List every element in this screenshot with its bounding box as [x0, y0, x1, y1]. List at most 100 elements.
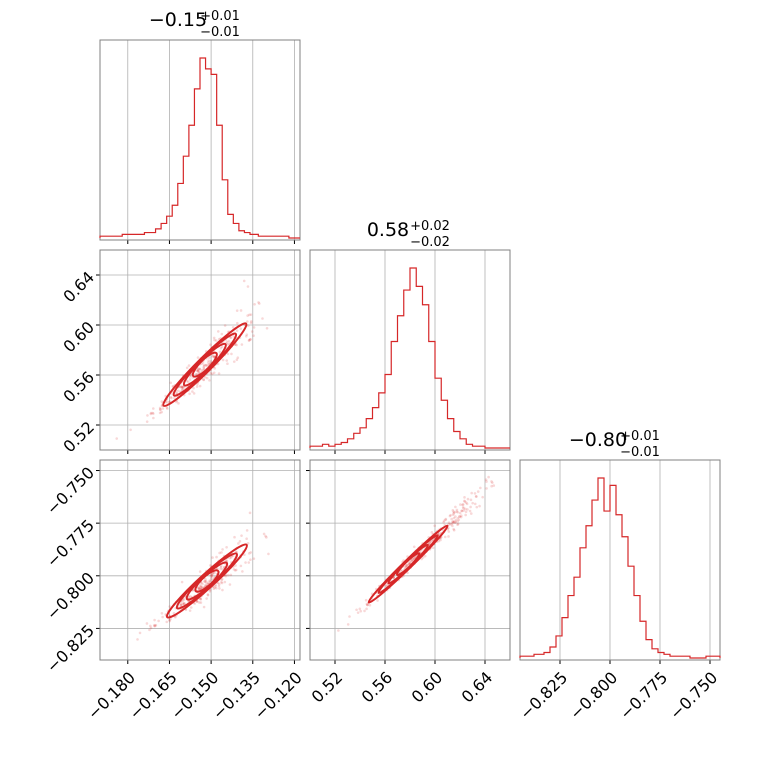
scatter-point [229, 336, 233, 340]
scatter-point [180, 580, 184, 584]
scatter-point [200, 581, 203, 585]
x-tick-label: 0.64 [458, 668, 497, 707]
scatter-point [245, 537, 248, 541]
panel-title-minus-1: −0.02 [410, 235, 450, 250]
scatter-point [199, 597, 203, 601]
scatter-point [179, 604, 183, 607]
scatter-point [209, 371, 212, 375]
scatter-point [410, 559, 413, 563]
scatter-point [181, 602, 185, 606]
scatter-point [212, 336, 216, 340]
scatter-point [469, 505, 472, 509]
scatter-point [170, 396, 173, 400]
panel-grid-2-2 [559, 460, 711, 664]
scatter-point [215, 555, 218, 559]
scatter-point [145, 622, 149, 625]
scatter-point [212, 354, 215, 358]
scatter-point [182, 602, 185, 606]
scatter-point [145, 420, 149, 423]
scatter-point [444, 517, 448, 521]
scatter-point [205, 581, 208, 585]
scatter-point [213, 367, 217, 370]
scatter-point [202, 367, 206, 371]
scatter-point [192, 386, 195, 390]
scatter-point [213, 338, 216, 342]
scatter-point [200, 368, 204, 372]
scatter-point [250, 330, 254, 333]
scatter-point [454, 520, 458, 524]
scatter-point [149, 626, 153, 630]
scatter-point [213, 571, 216, 575]
scatter-point [468, 509, 472, 513]
scatter-point [454, 505, 457, 509]
scatter-point [207, 581, 211, 584]
scatter-point [412, 545, 416, 549]
scatter-point [223, 324, 227, 327]
scatter-point [152, 407, 155, 410]
scatter-point [408, 562, 412, 565]
scatter-point [405, 564, 408, 568]
scatter-point [461, 503, 464, 507]
scatter-point [453, 521, 457, 525]
scatter-point [227, 339, 231, 343]
scatter-point [471, 501, 474, 505]
scatter-point [148, 628, 151, 632]
scatter-point [447, 535, 450, 538]
scatter-point [443, 535, 447, 539]
scatter-point [172, 612, 176, 615]
scatter-point [451, 508, 455, 512]
scatter-point [346, 623, 350, 626]
scatter-point [466, 497, 470, 501]
scatter-point [210, 577, 213, 581]
x-tick-label: 0.56 [358, 668, 397, 707]
scatter-point [246, 314, 249, 317]
scatter-point [202, 605, 206, 609]
scatter-point [199, 585, 203, 589]
scatter-point [454, 515, 457, 518]
scatter-point [243, 553, 246, 557]
scatter-point [183, 602, 186, 605]
scatter-point [452, 520, 456, 524]
scatter-point [177, 402, 180, 405]
scatter-point [160, 400, 164, 403]
scatter-point [196, 369, 199, 373]
scatter-point [447, 530, 451, 533]
scatter-point [180, 385, 183, 389]
scatter-point [247, 338, 251, 342]
scatter-point [365, 607, 368, 611]
scatter-point [454, 518, 458, 522]
scatter-point [250, 320, 253, 323]
scatter-point [204, 364, 208, 367]
density-contour [395, 552, 421, 577]
scatter-point [460, 514, 463, 517]
x-tick-label: 0.60 [408, 668, 447, 707]
scatter-point [149, 412, 153, 416]
scatter-point [158, 406, 162, 410]
scatter-point [364, 598, 368, 602]
scatter-point [237, 542, 240, 545]
scatter-point [247, 552, 251, 555]
scatter-point [204, 578, 207, 581]
scatter-point [209, 580, 212, 583]
scatter-point [191, 390, 194, 393]
scatter-point [464, 510, 468, 514]
scatter-point [158, 411, 162, 415]
scatter-point [262, 532, 266, 536]
scatter-point [463, 496, 466, 499]
scatter-point [464, 513, 467, 517]
scatter-point [478, 504, 481, 508]
scatter-point [212, 587, 216, 591]
scatter-point [458, 515, 461, 519]
scatter-point [149, 624, 152, 628]
scatter-point [444, 518, 447, 522]
scatter-point [475, 495, 478, 498]
scatter-point [153, 624, 157, 628]
scatter-point [221, 358, 225, 362]
scatter-point [481, 495, 484, 499]
scatter-point [220, 577, 224, 581]
scatter-point [448, 522, 452, 526]
scatter-point [185, 366, 189, 370]
scatter-point [249, 338, 252, 341]
scatter-point [452, 512, 456, 515]
scatter-point [166, 407, 169, 410]
